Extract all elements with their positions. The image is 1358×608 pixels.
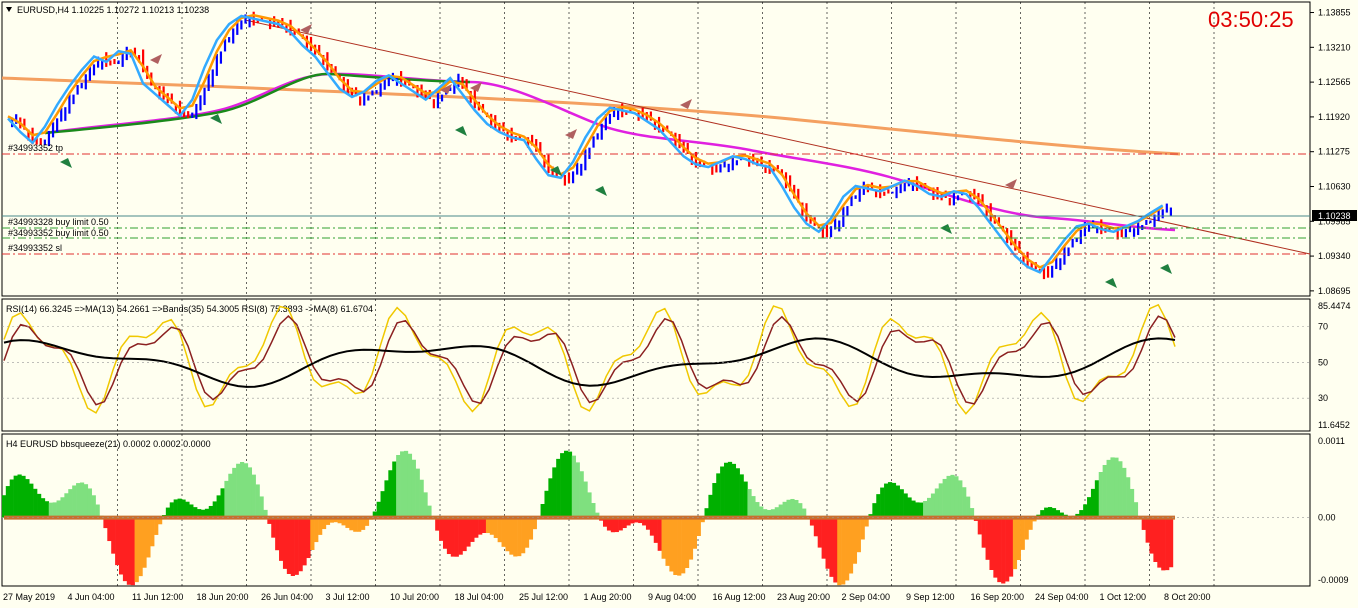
price-tick: 1.11920 — [1318, 112, 1350, 122]
sell-arrow-icon — [300, 24, 312, 34]
buy-arrow-icon — [1105, 278, 1117, 288]
buy-arrow-icon — [210, 114, 222, 124]
sell-arrow-icon — [150, 54, 162, 64]
time-label: 1 Oct 12:00 — [1100, 592, 1147, 602]
bb-title: H4 EURUSD bbsqueeze(21) 0.0002 0.0002 0.… — [6, 439, 211, 449]
ma-long-line — [1, 76, 1181, 156]
rsi-tick: 70 — [1318, 322, 1328, 332]
time-label: 3 Jul 12:00 — [326, 592, 370, 602]
price-tick: 1.10630 — [1318, 181, 1351, 191]
time-label: 18 Jul 04:00 — [455, 592, 504, 602]
ma-fast-blue — [7, 14, 1164, 274]
time-label: 16 Sep 20:00 — [971, 592, 1025, 602]
price-tick: 1.09340 — [1318, 251, 1351, 261]
sell-arrow-icon — [565, 129, 577, 139]
time-label: 26 Jun 04:00 — [261, 592, 313, 602]
bb-content — [1, 450, 1175, 586]
rsi-tick: 85.4474 — [1318, 301, 1351, 311]
order-1-label[interactable]: #34993328 buy limit 0.50 — [8, 217, 109, 227]
vertical-grid — [117, 2, 1215, 586]
time-label: 2 Sep 04:00 — [842, 592, 891, 602]
time-label: 10 Jul 20:00 — [390, 592, 439, 602]
order-tp-label[interactable]: #34993352 tp — [8, 143, 63, 153]
rsi-content — [3, 303, 1176, 415]
current-price-box — [1312, 210, 1357, 221]
time-label: 24 Sep 04:00 — [1035, 592, 1089, 602]
rsi8-line — [3, 303, 1176, 415]
rsi-bands-line — [3, 337, 1176, 388]
bb-tick: 0.00 — [1318, 513, 1336, 523]
buy-arrow-icon — [595, 186, 607, 196]
buy-arrow-icon — [940, 224, 952, 234]
time-label: 8 Oct 20:00 — [1164, 592, 1211, 602]
price-axis: 1.13855 1.13210 1.12565 1.11920 1.11275 1.106… — [1310, 8, 1351, 296]
order-2-label[interactable]: #34993352 buy limit 0.50 — [8, 228, 109, 238]
price-tick: 1.09985 — [1318, 216, 1351, 226]
time-label: 1 Aug 20:00 — [584, 592, 632, 602]
buy-arrow-icon — [455, 126, 467, 136]
sell-arrow-icon — [1005, 179, 1017, 189]
sell-arrow-icon — [470, 82, 482, 92]
dropdown-arrow-icon[interactable] — [6, 7, 12, 12]
time-label: 16 Aug 12:00 — [713, 592, 766, 602]
trend-line[interactable] — [244, 19, 1311, 255]
time-label: 4 Jun 04:00 — [68, 592, 115, 602]
ma-magenta-line — [44, 72, 1176, 232]
time-label: 25 Jul 12:00 — [519, 592, 568, 602]
bb-axis: 0.0011 0.00 -0.0009 — [2, 436, 1349, 585]
price-content — [1, 11, 1311, 288]
order-sl-label[interactable]: #34993352 sl — [8, 243, 62, 253]
time-label: 18 Jun 20:00 — [197, 592, 249, 602]
rsi-title: RSI(14) 66.3245 =>MA(13) 54.2661 =>Bands… — [6, 304, 373, 314]
rsi-tick: 11.6452 — [1318, 420, 1350, 430]
buy-arrow-icon — [1160, 264, 1172, 274]
sell-arrow-icon — [440, 84, 452, 94]
buy-arrow-icon — [60, 158, 72, 168]
rsi-axis: 85.4474 70 50 30 11.6452 — [2, 301, 1351, 430]
price-tick: 1.11275 — [1318, 147, 1350, 157]
ma-fast-orange — [7, 13, 1164, 269]
time-label: 23 Aug 20:00 — [777, 592, 830, 602]
time-label: 11 Jun 12:00 — [132, 592, 183, 602]
bb-tick: -0.0009 — [1318, 575, 1349, 585]
time-label: 27 May 2019 — [3, 592, 55, 602]
buy-arrow-icon — [550, 166, 562, 176]
price-tick: 1.12565 — [1318, 77, 1351, 87]
rsi-tick: 50 — [1318, 357, 1328, 367]
rsi-ma-line — [3, 314, 1176, 406]
current-price: 1.10238 — [1318, 211, 1351, 221]
bb-tick: 0.0011 — [1318, 436, 1345, 446]
price-tick: 1.13210 — [1318, 42, 1351, 52]
price-tick: 1.13855 — [1318, 8, 1351, 18]
rsi-panel[interactable] — [1, 298, 1311, 432]
sell-arrow-icon — [680, 99, 692, 109]
time-label: 9 Aug 04:00 — [648, 592, 696, 602]
time-axis: 27 May 2019 4 Jun 04:00 11 Jun 12:00 18 Jun… — [3, 592, 1211, 602]
time-label: 9 Sep 12:00 — [906, 592, 955, 602]
main-title: EURUSD,H4 1.10225 1.10272 1.10213 1.1023… — [17, 5, 209, 15]
price-tick: 1.08695 — [1318, 286, 1351, 296]
order-lines[interactable] — [2, 153, 1310, 255]
server-clock: 03:50:25 — [1208, 7, 1294, 32]
rsi-tick: 30 — [1318, 393, 1328, 403]
